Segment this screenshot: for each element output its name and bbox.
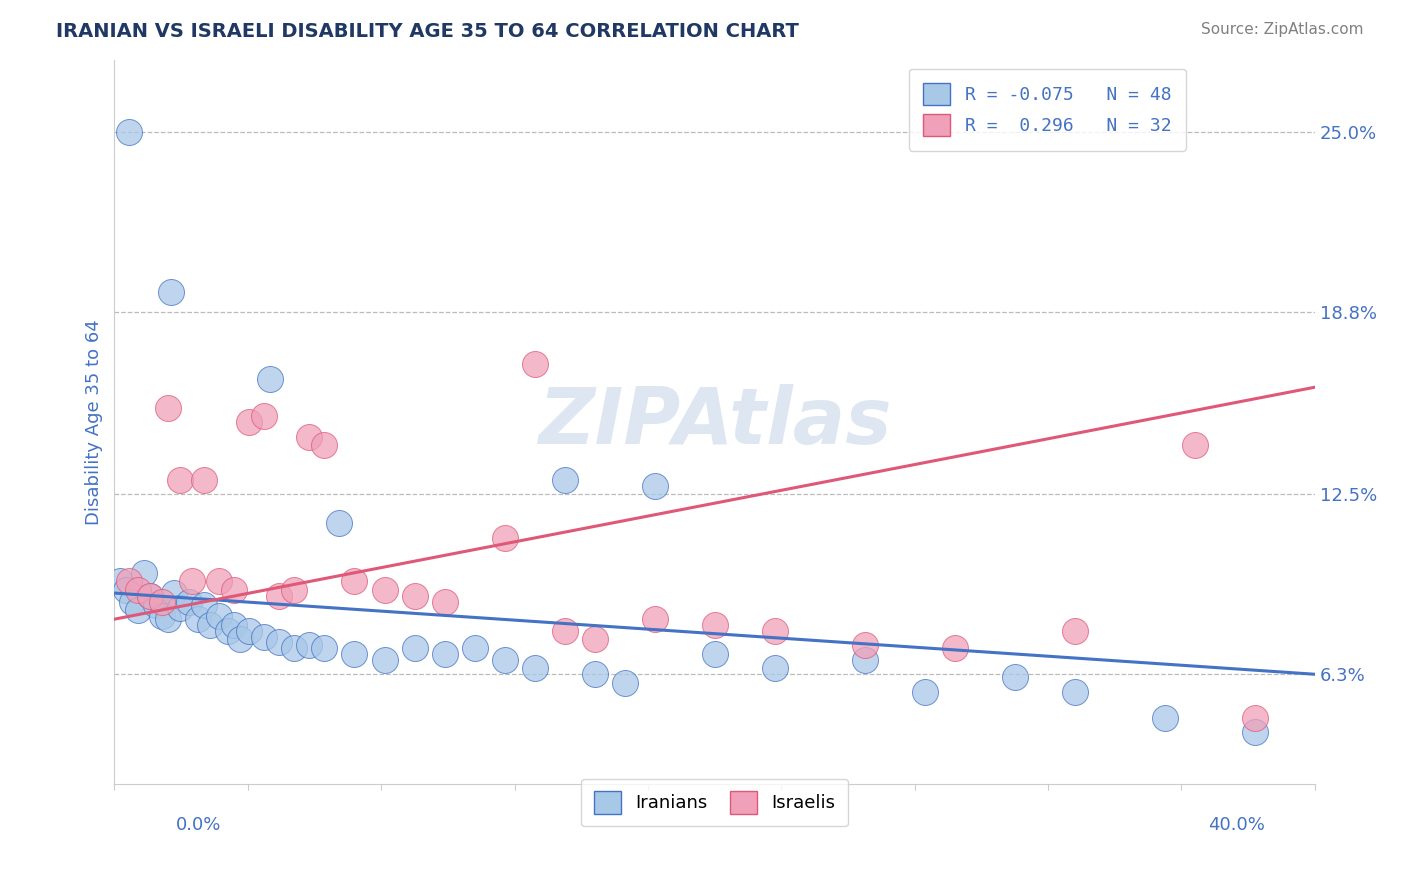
Point <box>433 595 456 609</box>
Point <box>943 641 966 656</box>
Point <box>644 612 666 626</box>
Point <box>1063 624 1085 638</box>
Point <box>554 473 576 487</box>
Point <box>464 641 486 656</box>
Point <box>613 676 636 690</box>
Point <box>298 638 321 652</box>
Point <box>404 589 426 603</box>
Point <box>169 473 191 487</box>
Point <box>583 632 606 647</box>
Text: IRANIAN VS ISRAELI DISABILITY AGE 35 TO 64 CORRELATION CHART: IRANIAN VS ISRAELI DISABILITY AGE 35 TO … <box>56 22 799 41</box>
Point <box>152 609 174 624</box>
Text: Source: ZipAtlas.com: Source: ZipAtlas.com <box>1201 22 1364 37</box>
Point <box>238 415 260 429</box>
Point <box>224 583 246 598</box>
Point <box>644 479 666 493</box>
Point <box>163 586 186 600</box>
Point <box>224 618 246 632</box>
Point <box>373 583 395 598</box>
Point <box>1004 670 1026 684</box>
Point <box>110 574 132 589</box>
Point <box>208 609 231 624</box>
Point <box>1153 711 1175 725</box>
Point <box>179 595 201 609</box>
Point <box>283 583 305 598</box>
Point <box>269 635 291 649</box>
Point <box>139 589 162 603</box>
Point <box>583 667 606 681</box>
Point <box>127 603 149 617</box>
Point <box>494 653 516 667</box>
Legend: Iranians, Israelis: Iranians, Israelis <box>582 779 848 826</box>
Point <box>217 624 239 638</box>
Point <box>127 583 149 598</box>
Point <box>229 632 252 647</box>
Point <box>523 661 546 675</box>
Point <box>314 641 336 656</box>
Point <box>1063 684 1085 698</box>
Point <box>373 653 395 667</box>
Point <box>238 624 260 638</box>
Point <box>181 574 204 589</box>
Point <box>152 595 174 609</box>
Point <box>269 589 291 603</box>
Point <box>914 684 936 698</box>
Point <box>763 661 786 675</box>
Point <box>1243 711 1265 725</box>
Text: 40.0%: 40.0% <box>1209 816 1265 834</box>
Point <box>554 624 576 638</box>
Point <box>259 371 281 385</box>
Point <box>157 612 180 626</box>
Point <box>118 574 141 589</box>
Point <box>169 600 191 615</box>
Point <box>328 516 350 531</box>
Point <box>121 595 143 609</box>
Y-axis label: Disability Age 35 to 64: Disability Age 35 to 64 <box>86 319 103 524</box>
Point <box>404 641 426 656</box>
Point <box>193 598 215 612</box>
Point <box>703 647 725 661</box>
Point <box>115 583 138 598</box>
Point <box>343 647 366 661</box>
Point <box>253 630 276 644</box>
Point <box>1184 438 1206 452</box>
Point <box>187 612 209 626</box>
Point <box>193 473 215 487</box>
Point <box>157 401 180 415</box>
Point <box>145 598 167 612</box>
Text: ZIPAtlas: ZIPAtlas <box>538 384 891 460</box>
Point <box>494 531 516 545</box>
Point <box>298 429 321 443</box>
Point <box>1243 725 1265 739</box>
Point <box>139 589 162 603</box>
Point <box>208 574 231 589</box>
Point <box>314 438 336 452</box>
Point <box>118 125 141 139</box>
Point <box>763 624 786 638</box>
Point <box>853 638 876 652</box>
Point <box>853 653 876 667</box>
Point <box>343 574 366 589</box>
Point <box>433 647 456 661</box>
Point <box>523 357 546 371</box>
Point <box>134 566 156 580</box>
Point <box>283 641 305 656</box>
Text: 0.0%: 0.0% <box>176 816 221 834</box>
Point <box>703 618 725 632</box>
Point <box>253 409 276 424</box>
Point <box>200 618 222 632</box>
Point <box>160 285 183 299</box>
